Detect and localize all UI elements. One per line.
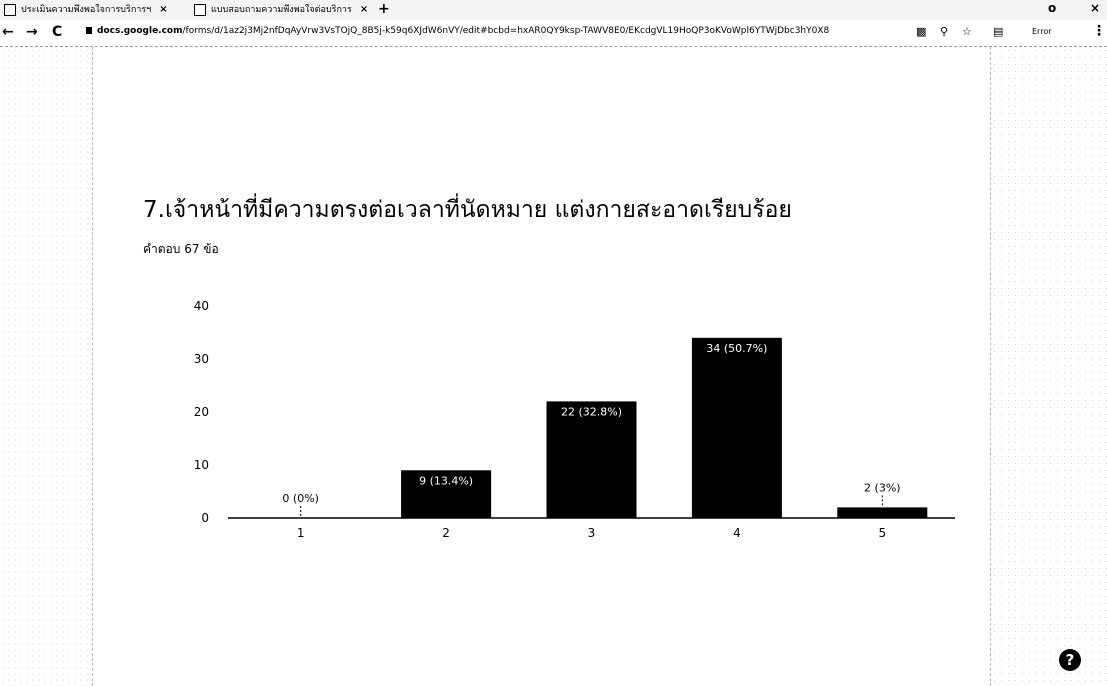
x-tick-label: 5 <box>878 526 886 540</box>
bar <box>546 401 637 518</box>
question-title: 7.เจ้าหน้าที่มีความตรงต่อเวลาที่นัดหมาย … <box>143 197 792 223</box>
close-icon[interactable]: × <box>359 4 369 15</box>
bar <box>691 337 782 518</box>
bar <box>401 470 492 518</box>
response-count: คำตอบ 67 ข้อ <box>143 242 219 256</box>
y-axis: 0 10 20 30 40 <box>194 299 209 525</box>
y-tick-label: 10 <box>194 458 209 472</box>
menu-icon[interactable]: ⋮ <box>1092 23 1106 39</box>
star-icon[interactable]: ☆ <box>962 25 972 38</box>
x-tick-label: 1 <box>297 526 305 540</box>
forms-icon <box>4 4 16 16</box>
reload-icon[interactable]: C <box>52 24 63 40</box>
browser-toolbar: ← → C docs.google.com/forms/d/1az2j3Mj2n… <box>0 20 1107 47</box>
url-domain: docs.google.com <box>97 26 183 36</box>
profile-error-button[interactable]: Error <box>1032 27 1052 36</box>
forms-icon <box>194 4 206 16</box>
x-tick-label: 3 <box>588 526 596 540</box>
bars <box>401 337 928 518</box>
x-tick-label: 4 <box>733 526 741 540</box>
data-label: 34 (50.7%) <box>706 342 767 355</box>
page-background-left <box>0 47 93 686</box>
tab-label: แบบสอบถามความพึงพอใจต่อบริการ <box>211 5 352 15</box>
x-axis: 1 2 3 4 5 <box>297 526 886 540</box>
browser-tab-2[interactable]: แบบสอบถามความพึงพอใจต่อบริการ × <box>194 2 368 18</box>
y-tick-label: 40 <box>194 299 209 313</box>
translate-icon[interactable]: ▩ <box>916 25 927 38</box>
forward-icon[interactable]: → <box>26 24 38 40</box>
tab-label: ประเมินความพึงพอใจการบริการฯ <box>21 5 152 15</box>
close-icon[interactable]: × <box>159 4 168 15</box>
data-label: 2 (3%) <box>864 481 901 494</box>
y-tick-label: 0 <box>201 511 209 525</box>
browser-tab-1[interactable]: ประเมินความพึงพอใจการบริการฯ × <box>4 2 168 18</box>
lock-icon <box>86 27 92 34</box>
extension-icon[interactable]: ▤ <box>993 25 1004 38</box>
close-window-icon[interactable]: × <box>1090 1 1101 15</box>
data-label: 9 (13.4%) <box>419 474 473 487</box>
back-icon[interactable]: ← <box>2 24 14 40</box>
data-label: 22 (32.8%) <box>561 405 622 418</box>
y-tick-label: 20 <box>194 405 209 419</box>
address-bar[interactable]: docs.google.com/forms/d/1az2j3Mj2nfDqAyV… <box>86 26 906 36</box>
bar <box>837 507 928 518</box>
help-icon[interactable]: ? <box>1059 649 1081 671</box>
data-labels: 0 (0%) 9 (13.4%) 22 (32.8%) 34 (50.7%) 2 (3%… <box>282 342 901 516</box>
new-tab-button[interactable]: + <box>378 1 390 17</box>
data-label: 0 (0%) <box>282 492 319 505</box>
y-tick-label: 30 <box>194 352 209 366</box>
page-background-right <box>990 47 1107 686</box>
maximize-icon[interactable]: o <box>1048 1 1057 15</box>
url-path: /forms/d/1az2j3Mj2nfDqAyVrw3VsTOjQ_8B5j-… <box>182 26 830 36</box>
x-tick-label: 2 <box>442 526 450 540</box>
browser-tab-strip: ประเมินความพึงพอใจการบริการฯ × แบบสอบถาม… <box>0 0 1107 20</box>
zoom-icon[interactable]: ⚲ <box>940 25 949 38</box>
